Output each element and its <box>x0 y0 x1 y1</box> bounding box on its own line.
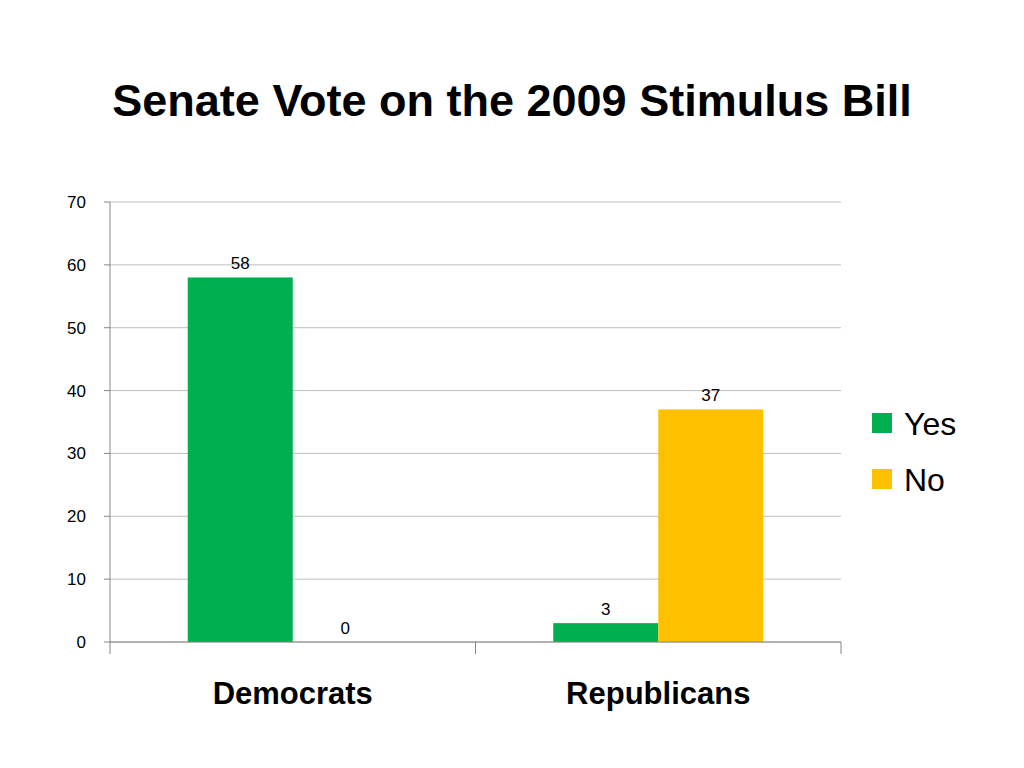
y-tick-label: 50 <box>67 319 86 338</box>
legend-label: Yes <box>904 406 956 442</box>
y-tick-mark <box>104 579 110 580</box>
y-tick-label: 40 <box>67 382 86 401</box>
data-label: 37 <box>701 386 720 405</box>
y-tick-label: 10 <box>67 570 86 589</box>
legend-swatch <box>872 469 892 489</box>
y-tick-mark <box>104 264 110 265</box>
y-tick-label: 0 <box>77 633 86 652</box>
data-label: 58 <box>231 254 250 273</box>
chart-title: Senate Vote on the 2009 Stimulus Bill <box>112 75 911 126</box>
y-axis-line <box>110 202 111 642</box>
y-tick-label: 30 <box>67 444 86 463</box>
y-tick-mark <box>104 642 110 643</box>
bar <box>188 277 293 642</box>
x-category-separator <box>841 642 842 654</box>
y-tick-mark <box>104 453 110 454</box>
legend-swatch <box>872 413 892 433</box>
bars <box>188 277 764 642</box>
y-tick-mark <box>104 390 110 391</box>
data-label: 3 <box>601 600 610 619</box>
x-category-separator <box>475 642 476 654</box>
y-tick-mark <box>104 327 110 328</box>
x-category-separator <box>110 642 111 654</box>
y-tick-label: 60 <box>67 256 86 275</box>
legend-label: No <box>904 462 945 498</box>
chart-container: Senate Vote on the 2009 Stimulus Bill 0 10… <box>0 0 1024 768</box>
y-tick-label: 70 <box>67 193 86 212</box>
chart-svg: Senate Vote on the 2009 Stimulus Bill 0 10… <box>0 0 1024 768</box>
y-tick-label: 20 <box>67 507 86 526</box>
bar <box>553 623 658 642</box>
y-tick-mark <box>104 516 110 517</box>
grid-line <box>110 264 841 265</box>
data-labels: 58 0 3 37 <box>231 254 720 638</box>
y-tick-mark <box>104 202 110 203</box>
grid <box>104 202 841 642</box>
grid-line <box>110 202 841 203</box>
legend: Yes No <box>872 406 956 498</box>
x-tick-label: Republicans <box>566 676 750 711</box>
bar <box>658 409 763 642</box>
data-label: 0 <box>341 619 350 638</box>
x-tick-label: Democrats <box>213 676 373 711</box>
